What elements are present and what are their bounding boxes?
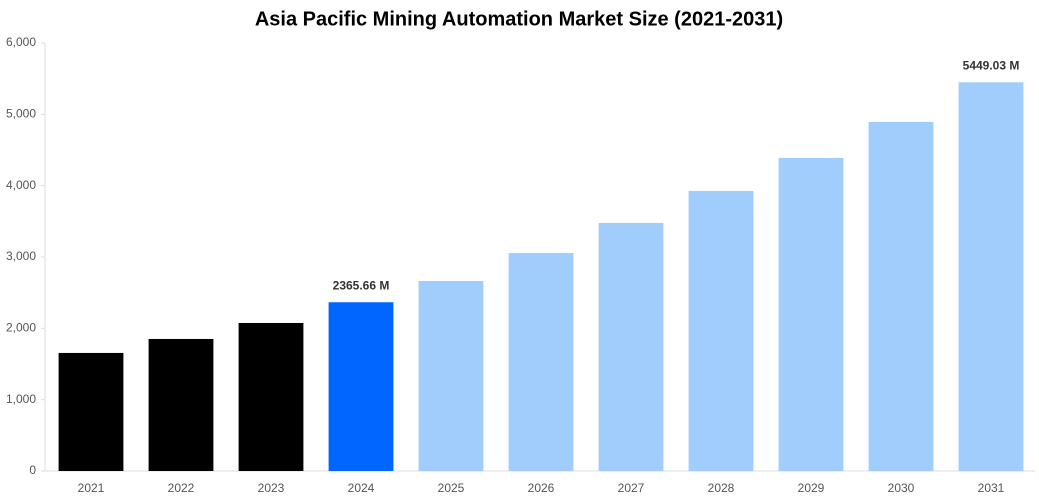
value-label: 5449.03 M	[963, 58, 1020, 72]
x-tick-label: 2029	[798, 481, 825, 495]
y-tick-label: 3,000	[6, 249, 36, 263]
x-tick-label: 2030	[888, 481, 915, 495]
x-tick-label: 2025	[438, 481, 465, 495]
bar	[688, 190, 754, 472]
bar	[958, 82, 1024, 472]
bar	[778, 157, 844, 471]
bar	[598, 222, 664, 471]
y-tick-label: 4,000	[6, 178, 36, 192]
bar	[328, 302, 394, 471]
x-tick-label: 2031	[978, 481, 1005, 495]
x-tick-label: 2027	[618, 481, 645, 495]
y-tick-label: 1,000	[6, 392, 36, 406]
x-tick-label: 2024	[348, 481, 375, 495]
x-tick-label: 2028	[708, 481, 735, 495]
y-tick-label: 0	[29, 463, 36, 477]
y-tick-label: 2,000	[6, 321, 36, 335]
x-tick-label: 2022	[168, 481, 195, 495]
bar	[148, 338, 214, 471]
bar	[868, 121, 934, 472]
bar	[508, 252, 574, 471]
x-tick-label: 2023	[258, 481, 285, 495]
chart-title: Asia Pacific Mining Automation Market Si…	[255, 8, 783, 30]
y-tick-label: 5,000	[6, 107, 36, 121]
bar	[58, 352, 124, 471]
bar	[418, 280, 484, 471]
x-tick-label: 2026	[528, 481, 555, 495]
bar	[238, 322, 304, 471]
x-tick-label: 2021	[78, 481, 105, 495]
y-tick-label: 6,000	[6, 35, 36, 49]
value-label: 2365.66 M	[333, 278, 390, 292]
